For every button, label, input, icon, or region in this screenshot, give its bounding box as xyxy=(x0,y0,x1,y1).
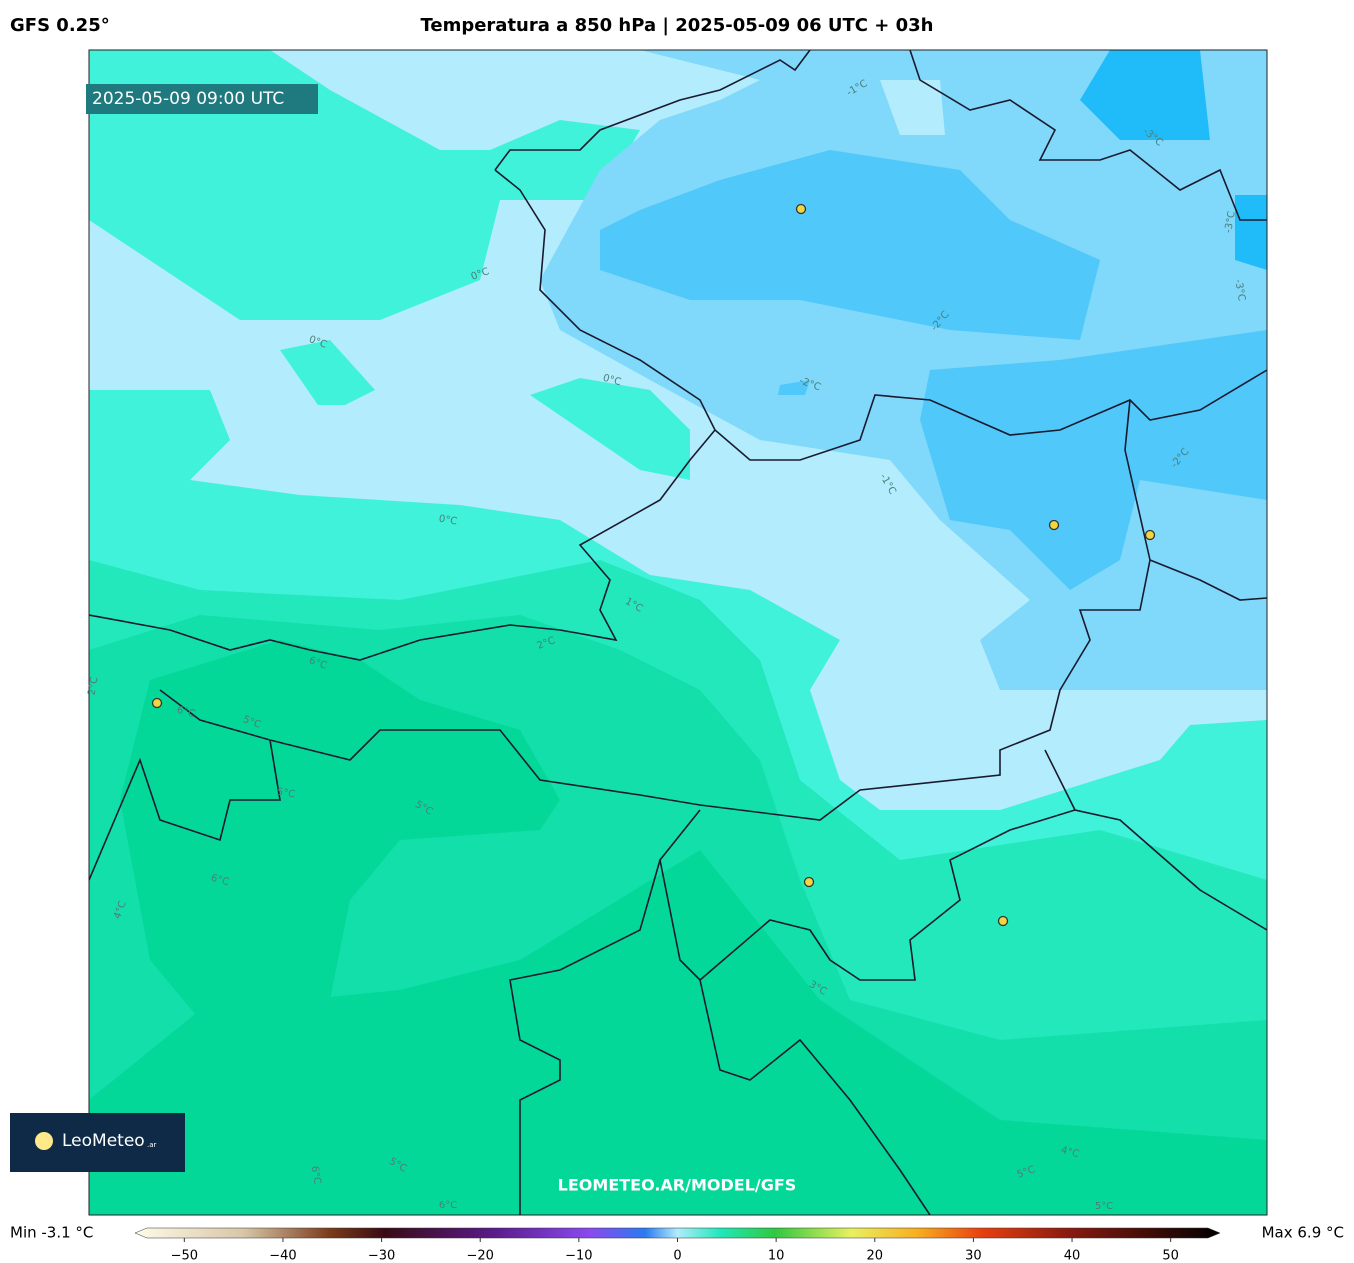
colorbar-tick-label: −50 xyxy=(171,1249,198,1263)
field xyxy=(1235,195,1267,270)
watermark: LEOMETEO.AR/MODEL/GFS xyxy=(558,1176,797,1195)
border xyxy=(1149,559,1267,601)
contour-label: 2°C xyxy=(86,676,100,696)
border xyxy=(659,809,1076,982)
field xyxy=(89,850,1267,1215)
colorbar-tick-label: −10 xyxy=(565,1249,592,1263)
max-label: Max 6.9 °C xyxy=(1262,1224,1344,1242)
logo-suffix: .ar xyxy=(147,1141,157,1149)
contour-label: 6°C xyxy=(308,1165,322,1185)
colorbar-tick-label: 40 xyxy=(1064,1249,1081,1263)
contour-label: 5°C xyxy=(276,786,296,800)
city-marker xyxy=(795,203,807,215)
city-marker xyxy=(151,697,163,709)
map xyxy=(89,50,1267,1215)
field xyxy=(120,640,560,1020)
contour-label: 6°C xyxy=(439,1200,457,1211)
colorbar-tick-label: 0 xyxy=(673,1249,681,1263)
model-label: GFS 0.25° xyxy=(10,15,110,36)
city-marker xyxy=(803,876,815,888)
colorbar-tick-label: −20 xyxy=(467,1249,494,1263)
logo-sun xyxy=(35,1132,53,1150)
contour-label: 6°C xyxy=(176,705,197,720)
min-label: Min -3.1 °C xyxy=(10,1224,93,1242)
city-marker xyxy=(1048,519,1060,531)
city-marker xyxy=(1144,529,1156,541)
colorbar-tick-label: −30 xyxy=(368,1249,395,1263)
contour-label: -3°C xyxy=(1232,278,1247,302)
border xyxy=(494,50,811,171)
border xyxy=(909,50,1267,221)
map-frame xyxy=(88,49,1268,1216)
colorbar-bar xyxy=(134,1227,1221,1239)
logo-name: LeoMeteo xyxy=(62,1131,145,1151)
field xyxy=(920,330,1267,590)
colorbar-tick-label: 30 xyxy=(965,1249,982,1263)
field xyxy=(778,380,810,395)
field xyxy=(530,378,690,480)
contour-label: 0°C xyxy=(602,373,623,388)
border xyxy=(89,429,716,661)
field xyxy=(880,80,945,135)
coast xyxy=(509,859,661,1215)
colorbar-tick-label: 20 xyxy=(866,1249,883,1263)
field xyxy=(600,150,1100,340)
coast xyxy=(699,979,931,1215)
colorbar-tick-label: −40 xyxy=(269,1249,296,1263)
contour-label: 6°C xyxy=(210,873,231,888)
contour-label: 4°C xyxy=(1060,1145,1081,1160)
contour-label: -3°C xyxy=(1223,210,1238,234)
border xyxy=(89,739,281,881)
timestamp-box xyxy=(86,84,318,114)
border xyxy=(1044,749,1267,931)
title: Temperatura a 850 hPa | 2025-05-09 06 UT… xyxy=(420,15,933,36)
colorbar-tick-label: 10 xyxy=(768,1249,785,1263)
colorbar-tick-label: 50 xyxy=(1162,1249,1179,1263)
field xyxy=(280,340,375,405)
field xyxy=(1080,50,1210,140)
border xyxy=(159,399,1151,821)
city-marker xyxy=(997,915,1009,927)
timestamp: 2025-05-09 09:00 UTC xyxy=(92,89,284,109)
field xyxy=(89,50,640,320)
contour-label: 5°C xyxy=(1095,1201,1113,1212)
colorbar: −50 −40 −30 −20 −10 0 10 20 30 40 50 xyxy=(134,1227,1221,1263)
contour-label: 0°C xyxy=(438,513,458,527)
